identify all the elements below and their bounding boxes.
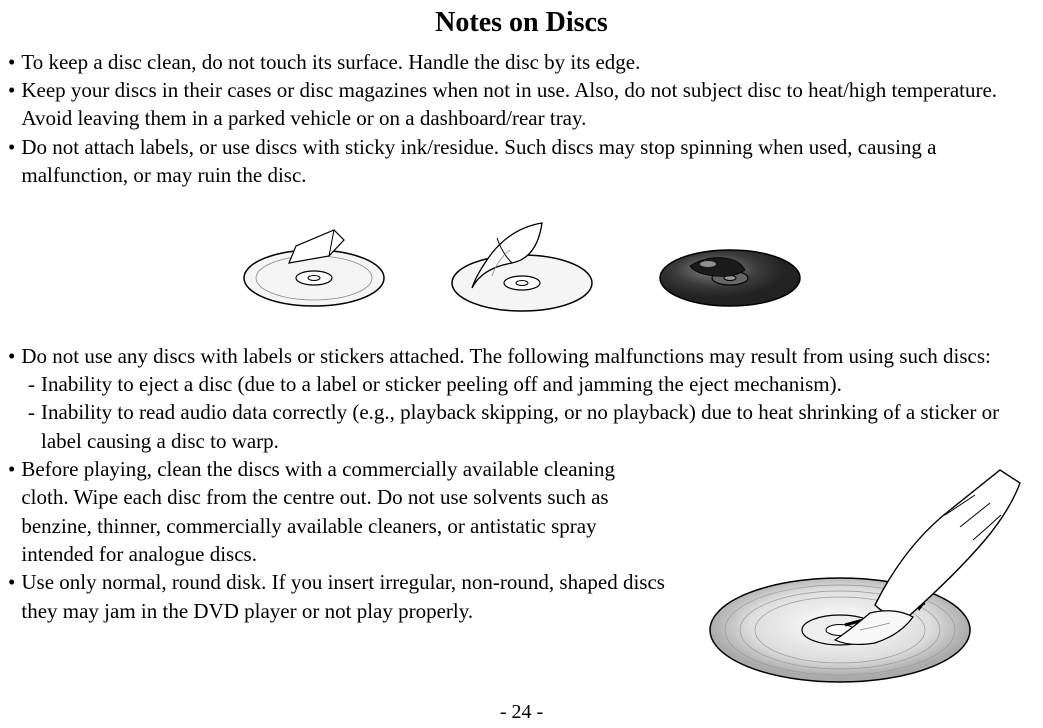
bullet-item: • Before playing, clean the discs with a… xyxy=(8,455,665,568)
bullet-dot: • xyxy=(8,133,21,161)
bullet-item: • Do not attach labels, or use discs wit… xyxy=(8,133,1035,190)
bullet-text: Use only normal, round disk. If you inse… xyxy=(21,568,665,625)
bullet-dot: • xyxy=(8,342,21,370)
bullet-text: Do not use any discs with labels or stic… xyxy=(21,342,1035,370)
page-title: Notes on Discs xyxy=(8,4,1035,42)
disc-sticker-icon xyxy=(234,208,394,328)
lower-section: • Before playing, clean the discs with a… xyxy=(8,455,1035,702)
sub-bullet-dash: - xyxy=(28,370,41,398)
bullet-dot: • xyxy=(8,455,21,483)
bullet-text: Do not attach labels, or use discs with … xyxy=(21,133,1035,190)
bullet-item: • To keep a disc clean, do not touch its… xyxy=(8,48,1035,76)
page-number: - 24 - xyxy=(0,699,1043,726)
sub-bullet-item: - Inability to read audio data correctly… xyxy=(8,398,1035,455)
bullet-text: Before playing, clean the discs with a c… xyxy=(21,455,665,568)
disc-illustration-row xyxy=(8,208,1035,328)
disc-cleaning-illustration xyxy=(675,455,1035,702)
bullet-dot: • xyxy=(8,568,21,596)
bullet-text: Keep your discs in their cases or disc m… xyxy=(21,76,1035,133)
bullet-item: • Do not use any discs with labels or st… xyxy=(8,342,1035,370)
disc-residue-icon xyxy=(650,208,810,328)
sub-bullet-text: Inability to read audio data correctly (… xyxy=(41,398,1035,455)
bullet-item: • Keep your discs in their cases or disc… xyxy=(8,76,1035,133)
sub-bullet-item: - Inability to eject a disc (due to a la… xyxy=(8,370,1035,398)
lower-text-block: • Before playing, clean the discs with a… xyxy=(8,455,665,625)
bullet-item: • Use only normal, round disk. If you in… xyxy=(8,568,665,625)
bullet-dot: • xyxy=(8,76,21,104)
disc-peeling-icon xyxy=(442,208,602,328)
sub-bullet-text: Inability to eject a disc (due to a labe… xyxy=(41,370,1035,398)
sub-bullet-dash: - xyxy=(28,398,41,426)
bullet-text: To keep a disc clean, do not touch its s… xyxy=(21,48,1035,76)
bullet-dot: • xyxy=(8,48,21,76)
